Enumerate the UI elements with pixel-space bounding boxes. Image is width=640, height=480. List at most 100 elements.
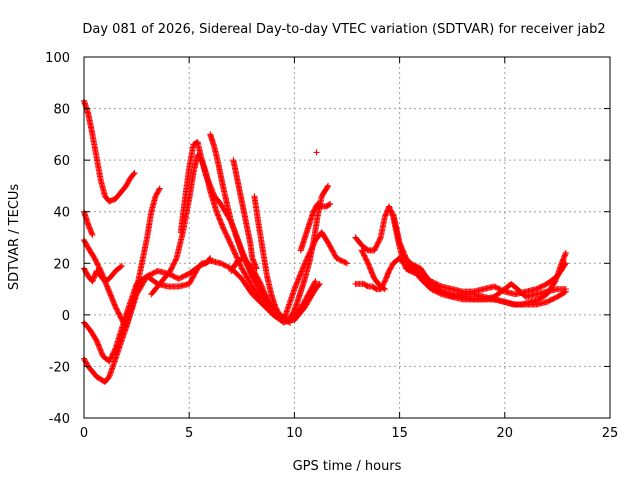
data-point — [227, 239, 234, 246]
data-point — [306, 289, 313, 296]
data-point — [409, 261, 416, 268]
data-point — [173, 274, 180, 281]
data-point — [170, 261, 177, 268]
series-arc-17 — [358, 247, 388, 293]
data-point — [125, 179, 132, 186]
data-point — [225, 235, 232, 242]
data-point — [329, 248, 336, 255]
data-point — [111, 346, 118, 353]
data-point — [81, 238, 88, 245]
data-point — [109, 351, 116, 358]
x-tick-label: 5 — [185, 426, 193, 441]
data-point — [176, 275, 183, 282]
data-point — [171, 260, 178, 267]
data-point — [538, 283, 545, 290]
y-tick-labels: -40 -20 0 20 40 60 80 100 — [45, 51, 70, 427]
data-point — [183, 271, 190, 278]
data-point — [333, 255, 340, 262]
data-point — [407, 260, 414, 267]
data-point — [150, 269, 157, 276]
data-point — [149, 270, 156, 277]
data-point — [92, 257, 99, 264]
data-point — [311, 280, 318, 287]
data-point — [108, 353, 115, 360]
data-point — [97, 266, 104, 273]
data-point — [261, 291, 268, 298]
data-point — [293, 280, 300, 287]
data-point — [341, 258, 348, 265]
data-point — [547, 297, 554, 304]
data-point — [274, 307, 281, 314]
data-point — [442, 290, 449, 297]
data-point — [340, 258, 347, 265]
data-point — [325, 240, 332, 247]
data-point — [172, 256, 179, 263]
data-point — [311, 207, 318, 214]
data-point — [221, 226, 228, 233]
data-point — [224, 234, 231, 241]
data-point — [361, 253, 368, 260]
data-point — [156, 186, 163, 193]
data-point — [312, 278, 319, 285]
axis-ticks — [83, 56, 611, 419]
data-point — [328, 246, 335, 253]
data-point — [187, 278, 194, 285]
data-point — [307, 287, 314, 294]
x-tick-label: 20 — [497, 426, 514, 441]
data-point — [125, 177, 132, 184]
data-point — [201, 260, 208, 267]
data-point — [113, 305, 120, 312]
y-tick-label: 80 — [53, 103, 70, 118]
data-point — [325, 182, 332, 189]
data-point — [253, 273, 260, 280]
series-arc-14 — [313, 149, 320, 156]
series-arc-10 — [230, 157, 260, 272]
data-point — [264, 295, 271, 302]
data-point — [309, 283, 316, 290]
data-point — [81, 356, 88, 363]
data-point — [338, 257, 345, 264]
data-point — [308, 284, 315, 291]
data-points — [81, 97, 569, 385]
data-point — [297, 271, 304, 278]
data-point — [375, 238, 382, 245]
data-point — [342, 259, 349, 266]
data-point — [294, 277, 301, 284]
data-point — [308, 286, 315, 293]
data-point — [535, 284, 542, 291]
data-point — [252, 270, 259, 277]
data-point — [305, 291, 312, 298]
data-point — [326, 242, 333, 249]
y-tick-label: 40 — [53, 206, 70, 221]
data-point — [364, 258, 371, 265]
data-point — [221, 262, 228, 269]
data-point — [249, 265, 256, 272]
data-point — [115, 309, 122, 316]
data-point — [363, 256, 370, 263]
data-point — [171, 273, 178, 280]
data-point — [546, 297, 553, 304]
data-point — [326, 201, 333, 208]
data-point — [169, 264, 176, 271]
data-point — [230, 247, 237, 254]
data-point — [292, 283, 299, 290]
data-point — [534, 285, 541, 292]
data-point — [334, 255, 341, 262]
data-point — [374, 240, 381, 247]
data-point — [152, 269, 159, 276]
data-point — [413, 263, 420, 270]
data-point — [386, 266, 393, 273]
data-point — [360, 251, 367, 258]
data-point — [250, 266, 257, 273]
x-tick-label: 15 — [391, 426, 408, 441]
data-point — [148, 271, 155, 278]
data-point — [130, 171, 137, 178]
data-point — [293, 282, 300, 288]
data-point — [344, 260, 350, 267]
data-point — [358, 247, 365, 254]
data-point — [204, 258, 211, 265]
data-point — [381, 279, 388, 286]
data-point — [302, 296, 309, 303]
data-point — [229, 244, 236, 251]
data-point — [296, 272, 303, 279]
